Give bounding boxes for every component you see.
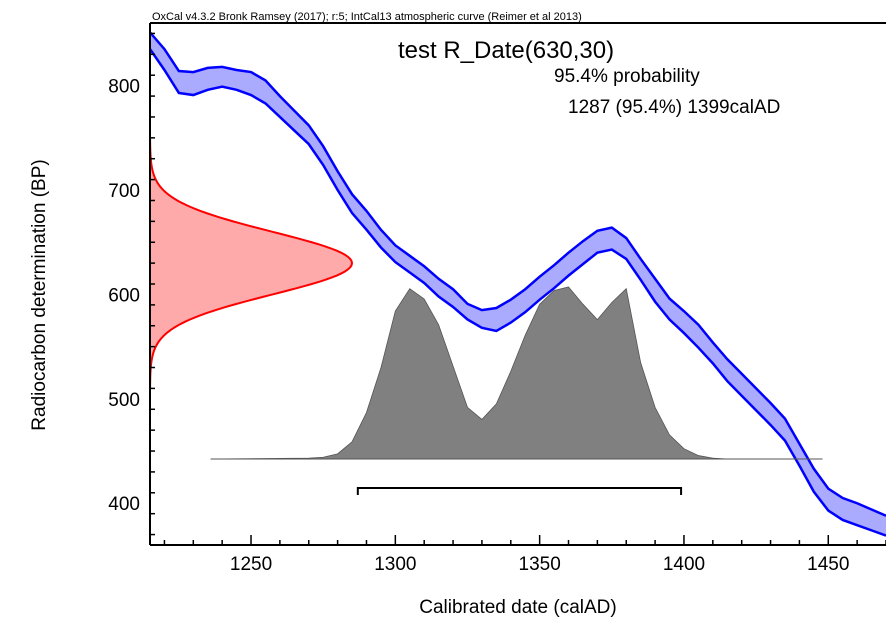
x-tick-label: 1400 (663, 554, 705, 575)
x-tick-label: 1250 (230, 554, 272, 575)
y-tick-label: 700 (108, 181, 140, 202)
chart-header: OxCal v4.3.2 Bronk Ramsey (2017); r:5; I… (152, 11, 582, 23)
radiocarbon-date-line (150, 137, 354, 389)
y-tick-label: 600 (108, 285, 140, 306)
x-tick-label: 1450 (807, 554, 849, 575)
y-tick-label: 400 (108, 494, 140, 515)
calibration-curve-band (150, 32, 886, 536)
calibrated-distribution (210, 286, 823, 460)
x-axis-title: Calibrated date (calAD) (419, 597, 616, 618)
range-label: 1287 (95.4%) 1399calAD (568, 97, 780, 118)
x-tick-label: 1350 (519, 554, 561, 575)
y-axis-title: Radiocarbon determination (BP) (29, 159, 50, 430)
probability-label: 95.4% probability (554, 66, 700, 87)
plot-area (150, 31, 886, 537)
x-tick-label: 1300 (374, 554, 416, 575)
axes: 1250 1300 1350 1400 1450 400 500 600 700 800 (108, 22, 886, 575)
y-tick-label: 500 (108, 390, 140, 411)
radiocarbon-date-fill (150, 137, 352, 389)
calibration-curve-upper (150, 31, 886, 517)
y-tick-label: 800 (108, 77, 140, 98)
chart-title: test R_Date(630,30) (398, 37, 614, 64)
calibration-curve-lower (150, 48, 886, 537)
